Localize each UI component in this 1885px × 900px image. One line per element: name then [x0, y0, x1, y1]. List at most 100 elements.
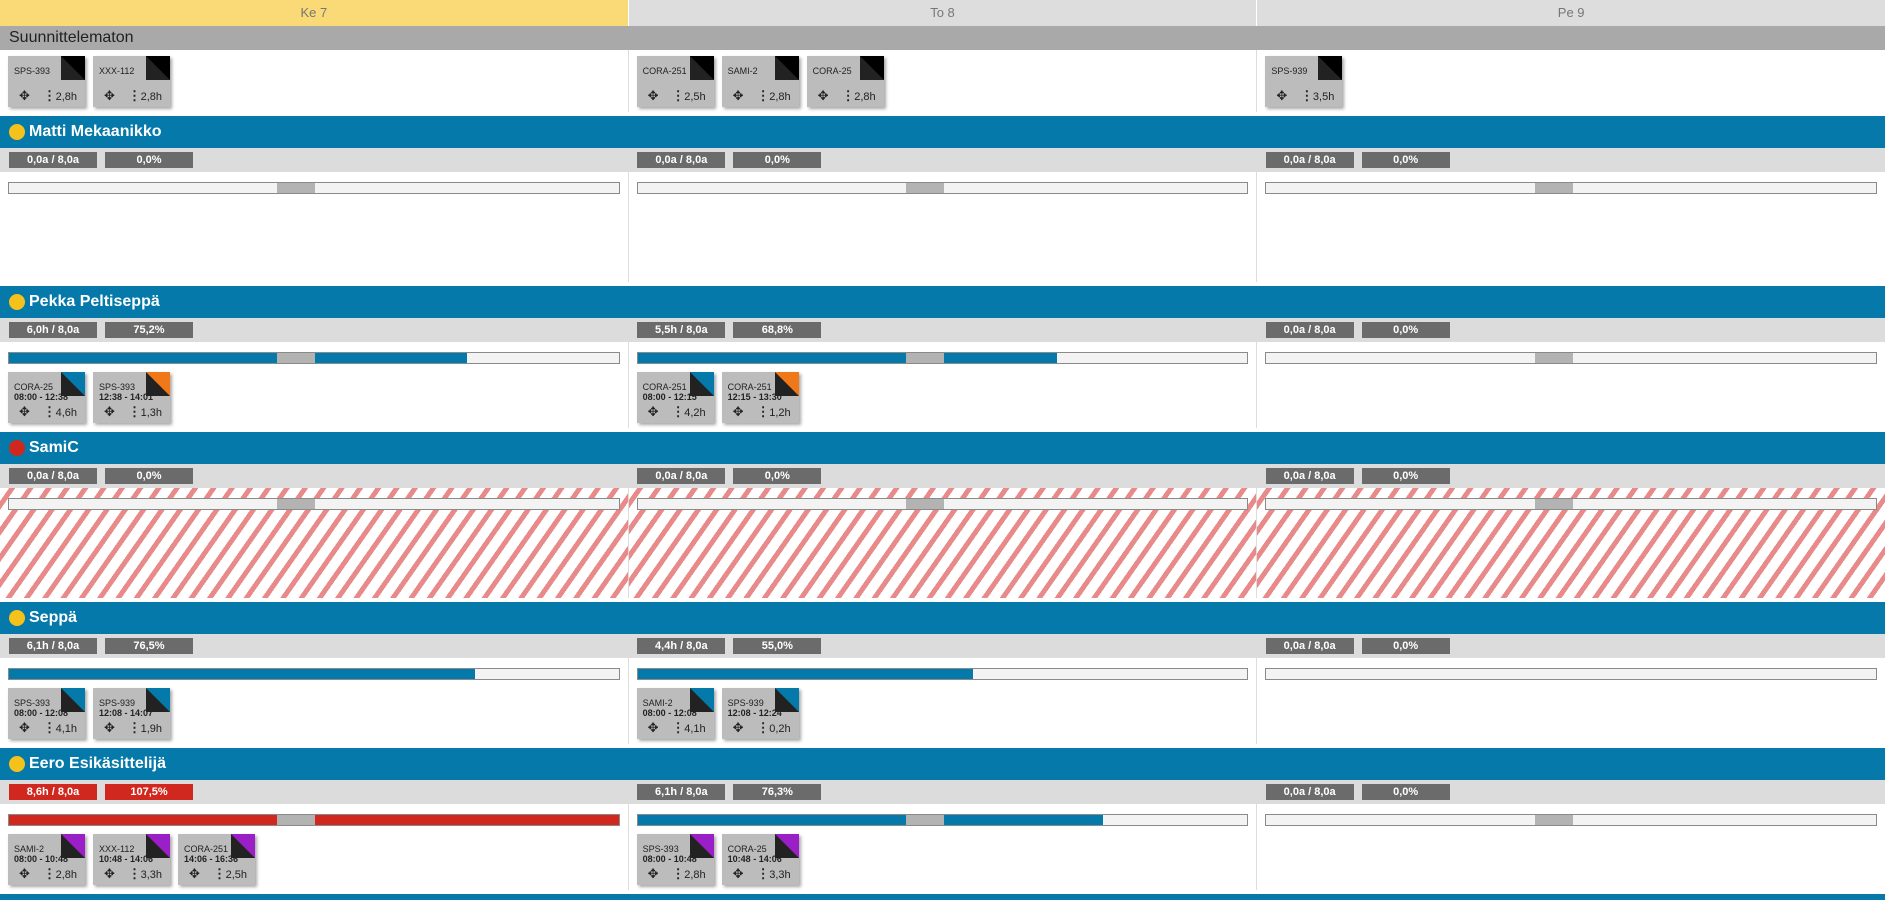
task-time: 08:00 - 12:15 — [642, 392, 697, 402]
day-cell[interactable] — [1256, 804, 1885, 890]
more-vert-icon[interactable]: ⋮ — [43, 866, 56, 881]
more-vert-icon[interactable]: ⋮ — [43, 404, 56, 419]
move-icon[interactable]: ✥ — [189, 866, 200, 881]
task-card[interactable]: XXX-112 10:48 - 14:06 ✥ ⋮ 3,3h — [93, 834, 170, 885]
more-vert-icon[interactable]: ⋮ — [671, 720, 685, 735]
day-cell[interactable]: SPS-393 08:00 - 10:48 ✥ ⋮ 2,8h CORA-25 10:48 -… — [627, 804, 1257, 890]
task-card[interactable]: SAMI-2 08:00 - 10:48 ✥ ⋮ 2,8h — [8, 834, 85, 885]
capacity-bar — [1265, 498, 1878, 510]
task-card[interactable]: XXX-112 ✥ ⋮ 2,8h — [93, 56, 170, 107]
utilization-badge: 0,0% — [733, 468, 822, 484]
task-card[interactable]: SPS-393 08:00 - 12:08 ✥ ⋮ 4,1h — [8, 688, 85, 739]
more-vert-icon[interactable]: ⋮ — [43, 720, 56, 735]
move-icon[interactable]: ✥ — [19, 88, 30, 103]
more-vert-icon[interactable]: ⋮ — [671, 866, 685, 881]
task-code: SPS-939 — [1271, 66, 1308, 76]
day-header[interactable]: Pe 9 — [1256, 0, 1885, 26]
person-header[interactable]: Pekka Peltiseppä — [0, 286, 1885, 318]
task-card[interactable]: SPS-939 12:08 - 14:07 ✥ ⋮ 1,9h — [93, 688, 170, 739]
move-icon[interactable]: ✥ — [732, 404, 744, 419]
task-card[interactable]: SPS-393 12:38 - 14:01 ✥ ⋮ 1,3h — [93, 372, 170, 423]
move-icon[interactable]: ✥ — [104, 866, 115, 881]
move-icon[interactable]: ✥ — [732, 866, 744, 881]
task-card[interactable]: CORA-251 12:15 - 13:30 ✥ ⋮ 1,2h — [721, 372, 799, 423]
move-icon[interactable]: ✥ — [1276, 88, 1288, 103]
task-card[interactable]: CORA-25 ✥ ⋮ 2,8h — [806, 56, 884, 107]
more-vert-icon[interactable]: ⋮ — [43, 88, 56, 103]
utilization-badge: 0,0% — [1361, 784, 1450, 800]
task-card[interactable]: CORA-251 14:06 - 16:36 ✥ ⋮ 2,5h — [178, 834, 255, 885]
task-card[interactable]: SAMI-2 ✥ ⋮ 2,8h — [721, 56, 799, 107]
task-card[interactable]: SAMI-2 08:00 - 12:08 ✥ ⋮ 4,1h — [636, 688, 714, 739]
move-icon[interactable]: ✥ — [647, 866, 659, 881]
day-cell[interactable] — [0, 488, 628, 598]
person-header[interactable]: Eero Esikäsittelijä — [0, 748, 1885, 780]
task-card[interactable]: CORA-251 ✥ ⋮ 2,5h — [636, 56, 714, 107]
person-section: Pekka Peltiseppä 6,0h / 8,0a 75,2% 5,5h / 8… — [0, 286, 1885, 428]
more-vert-icon[interactable]: ⋮ — [756, 866, 770, 881]
day-cell[interactable] — [1256, 488, 1885, 598]
capacity-fill — [9, 353, 468, 363]
task-list: SPS-393 ✥ ⋮ 2,8h XXX-112 ✥ ⋮ 2,8h — [8, 56, 620, 107]
move-icon[interactable]: ✥ — [732, 88, 744, 103]
person-section: Seppä 6,1h / 8,0a 76,5% 4,4h / 8,0a 55,0% 0,0… — [0, 602, 1885, 744]
move-icon[interactable]: ✥ — [19, 866, 30, 881]
task-hours: 4,1h — [684, 723, 706, 735]
more-vert-icon[interactable]: ⋮ — [756, 88, 770, 103]
more-vert-icon[interactable]: ⋮ — [756, 404, 770, 419]
day-cell[interactable] — [1256, 658, 1885, 744]
more-vert-icon[interactable]: ⋮ — [671, 404, 685, 419]
more-vert-icon[interactable]: ⋮ — [841, 88, 855, 103]
more-vert-icon[interactable]: ⋮ — [1300, 88, 1314, 103]
day-cell[interactable] — [627, 172, 1257, 282]
task-card[interactable]: SPS-939 12:08 - 12:24 ✥ ⋮ 0,2h — [721, 688, 799, 739]
task-card[interactable]: SPS-939 ✥ ⋮ 3,5h — [1265, 56, 1343, 107]
task-card[interactable]: SPS-393 08:00 - 10:48 ✥ ⋮ 2,8h — [636, 834, 714, 885]
task-card[interactable]: SPS-393 ✥ ⋮ 2,8h — [8, 56, 85, 107]
more-vert-icon[interactable]: ⋮ — [128, 866, 141, 881]
day-header[interactable]: To 8 — [627, 0, 1257, 26]
task-code: SPS-393 — [99, 382, 136, 392]
move-icon[interactable]: ✥ — [19, 404, 30, 419]
move-icon[interactable]: ✥ — [817, 88, 829, 103]
more-vert-icon[interactable]: ⋮ — [756, 720, 770, 735]
day-cell[interactable] — [0, 172, 628, 282]
more-vert-icon[interactable]: ⋮ — [671, 88, 685, 103]
task-list: CORA-251 ✥ ⋮ 2,5h SAMI-2 ✥ ⋮ 2,8h CORA-25 ✥ ⋮ 2,8h — [636, 56, 1249, 107]
move-icon[interactable]: ✥ — [104, 404, 115, 419]
task-card[interactable]: CORA-25 10:48 - 14:06 ✥ ⋮ 3,3h — [721, 834, 799, 885]
day-cell[interactable]: CORA-25 08:00 - 12:38 ✥ ⋮ 4,6h SPS-393 12:38 -… — [0, 342, 628, 428]
task-card[interactable]: CORA-251 08:00 - 12:15 ✥ ⋮ 4,2h — [636, 372, 714, 423]
day-cell[interactable]: SPS-393 08:00 - 12:08 ✥ ⋮ 4,1h SPS-939 12:08 -… — [0, 658, 628, 744]
move-icon[interactable]: ✥ — [647, 404, 659, 419]
move-icon[interactable]: ✥ — [19, 720, 30, 735]
task-hours: 1,2h — [769, 407, 791, 419]
person-header[interactable]: SamiC — [0, 432, 1885, 464]
utilization-badge: 0,0% — [1361, 322, 1450, 338]
day-cell[interactable] — [1256, 172, 1885, 282]
day-cell[interactable] — [1256, 342, 1885, 428]
move-icon[interactable]: ✥ — [647, 88, 659, 103]
task-card[interactable]: CORA-25 08:00 - 12:38 ✥ ⋮ 4,6h — [8, 372, 85, 423]
move-icon[interactable]: ✥ — [647, 720, 659, 735]
more-vert-icon[interactable]: ⋮ — [213, 866, 226, 881]
day-cell[interactable]: SAMI-2 08:00 - 12:08 ✥ ⋮ 4,1h SPS-939 12:08 - … — [627, 658, 1257, 744]
move-icon[interactable]: ✥ — [104, 88, 115, 103]
status-dot-icon — [9, 124, 25, 140]
task-code: CORA-251 — [642, 382, 687, 392]
more-vert-icon[interactable]: ⋮ — [128, 88, 141, 103]
move-icon[interactable]: ✥ — [104, 720, 115, 735]
day-cell[interactable] — [627, 488, 1257, 598]
move-icon[interactable]: ✥ — [732, 720, 744, 735]
more-vert-icon[interactable]: ⋮ — [128, 404, 141, 419]
day-cell[interactable]: CORA-251 08:00 - 12:15 ✥ ⋮ 4,2h CORA-251 12:15… — [627, 342, 1257, 428]
stats-cell: 0,0a / 8,0a 0,0% — [1256, 780, 1885, 804]
capacity-bar — [1265, 668, 1878, 680]
person-day-row — [0, 172, 1885, 282]
person-header[interactable]: Matti Mekaanikko — [0, 116, 1885, 148]
task-hours: 2,8h — [854, 91, 876, 103]
person-header[interactable]: Seppä — [0, 602, 1885, 634]
more-vert-icon[interactable]: ⋮ — [128, 720, 141, 735]
day-cell[interactable]: SAMI-2 08:00 - 10:48 ✥ ⋮ 2,8h XXX-112 10:48 - … — [0, 804, 628, 890]
day-header[interactable]: Ke 7 — [0, 0, 628, 26]
